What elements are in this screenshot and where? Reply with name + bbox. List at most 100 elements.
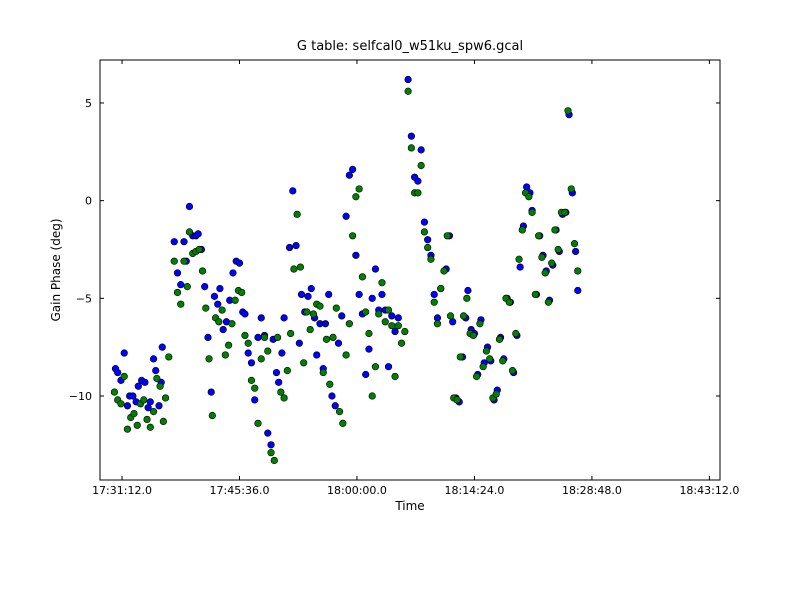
data-point-series-1 bbox=[304, 292, 312, 300]
data-point-series-2 bbox=[198, 267, 207, 275]
data-point-series-2 bbox=[332, 304, 340, 312]
data-point-series-2 bbox=[368, 392, 376, 400]
data-point-series-1 bbox=[342, 212, 350, 220]
data-point-series-2 bbox=[273, 333, 282, 342]
data-point-series-2 bbox=[463, 294, 471, 302]
data-point-series-1 bbox=[572, 247, 580, 256]
data-point-series-2 bbox=[551, 226, 559, 234]
data-point-series-1 bbox=[204, 333, 212, 342]
data-point-series-2 bbox=[326, 380, 334, 388]
data-point-series-1 bbox=[420, 218, 429, 226]
data-point-series-2 bbox=[183, 283, 191, 291]
data-point-series-1 bbox=[404, 75, 412, 84]
data-point-series-1 bbox=[391, 327, 399, 336]
data-point-series-2 bbox=[371, 363, 380, 371]
data-point-series-1 bbox=[349, 165, 357, 173]
data-point-series-2 bbox=[469, 331, 477, 340]
data-point-series-1 bbox=[371, 265, 380, 273]
data-point-series-2 bbox=[316, 302, 324, 310]
data-point-series-2 bbox=[165, 353, 173, 361]
data-point-series-2 bbox=[130, 409, 138, 418]
data-point-series-1 bbox=[173, 269, 182, 277]
data-point-series-2 bbox=[257, 355, 265, 363]
data-point-series-2 bbox=[541, 269, 549, 277]
x-tick-label: 18:28:48.0 bbox=[562, 484, 622, 497]
data-point-series-2 bbox=[358, 273, 367, 281]
data-point-series-2 bbox=[538, 253, 546, 261]
data-point-series-1 bbox=[292, 241, 300, 250]
data-point-series-2 bbox=[512, 329, 520, 338]
data-point-series-2 bbox=[117, 400, 125, 408]
data-point-series-2 bbox=[476, 320, 484, 328]
x-axis-ticks: 17:31:12.0 17:45:36.0 18:00:00.0 18:14:24.0… bbox=[92, 60, 739, 497]
y-tick-label: 0 bbox=[85, 195, 92, 208]
data-point-series-2 bbox=[309, 310, 318, 318]
data-point-series-2 bbox=[495, 335, 504, 343]
data-point-series-2 bbox=[161, 394, 170, 402]
data-point-series-2 bbox=[564, 107, 572, 115]
data-point-series-1 bbox=[244, 349, 252, 357]
data-point-series-1 bbox=[114, 368, 122, 377]
data-point-series-1 bbox=[149, 355, 158, 363]
data-point-series-2 bbox=[456, 353, 464, 361]
data-point-series-1 bbox=[146, 398, 154, 406]
x-tick-label: 18:14:24.0 bbox=[444, 484, 504, 497]
data-point-series-1 bbox=[241, 310, 249, 318]
data-point-series-2 bbox=[296, 263, 305, 271]
data-point-series-2 bbox=[170, 257, 178, 265]
data-point-series-2 bbox=[561, 208, 569, 216]
data-point-series-1 bbox=[516, 263, 524, 271]
data-point-series-2 bbox=[391, 372, 399, 381]
data-point-series-2 bbox=[505, 298, 513, 306]
data-point-series-2 bbox=[231, 296, 239, 304]
data-point-series-2 bbox=[515, 255, 523, 263]
data-point-series-1 bbox=[129, 392, 137, 400]
data-point-series-2 bbox=[567, 185, 575, 193]
data-point-series-1 bbox=[325, 290, 333, 299]
data-point-series-1 bbox=[254, 333, 262, 342]
data-point-series-2 bbox=[300, 359, 308, 367]
data-point-series-2 bbox=[267, 449, 275, 457]
data-point-series-2 bbox=[293, 210, 301, 218]
data-point-series-1 bbox=[120, 349, 128, 357]
x-tick-label: 17:31:12.0 bbox=[92, 484, 152, 497]
x-tick-label: 17:45:36.0 bbox=[210, 484, 270, 497]
data-point-series-2 bbox=[228, 320, 236, 328]
data-point-series-1 bbox=[152, 367, 160, 375]
data-point-series-1 bbox=[424, 236, 432, 244]
data-point-series-2 bbox=[195, 245, 203, 254]
data-point-series-2 bbox=[407, 144, 415, 152]
data-point-series-2 bbox=[123, 425, 132, 433]
data-point-series-2 bbox=[424, 243, 432, 252]
data-point-series-1 bbox=[177, 281, 185, 289]
data-point-series-1 bbox=[229, 269, 237, 277]
data-point-series-1 bbox=[368, 294, 376, 302]
x-tick-label: 18:43:12.0 bbox=[679, 484, 739, 497]
plot-points bbox=[110, 75, 582, 465]
data-point-series-2 bbox=[329, 333, 337, 342]
data-point-series-2 bbox=[404, 87, 412, 95]
data-point-series-1 bbox=[464, 286, 472, 295]
data-point-series-2 bbox=[342, 351, 350, 359]
data-point-series-2 bbox=[345, 320, 353, 328]
data-point-series-1 bbox=[219, 325, 227, 334]
data-point-series-1 bbox=[207, 388, 215, 396]
data-point-series-2 bbox=[518, 226, 526, 234]
data-point-series-2 bbox=[306, 325, 314, 334]
data-point-series-2 bbox=[251, 384, 259, 392]
data-point-series-2 bbox=[225, 341, 233, 349]
data-point-series-2 bbox=[365, 329, 373, 338]
data-point-series-2 bbox=[375, 310, 383, 318]
data-point-series-2 bbox=[110, 388, 119, 396]
data-point-series-1 bbox=[275, 378, 283, 386]
data-point-series-1 bbox=[338, 312, 346, 320]
data-point-series-1 bbox=[285, 243, 294, 252]
data-point-series-1 bbox=[280, 314, 288, 322]
data-point-series-2 bbox=[473, 372, 481, 381]
data-point-series-1 bbox=[289, 187, 297, 195]
data-point-series-1 bbox=[297, 290, 306, 299]
data-point-series-2 bbox=[159, 417, 167, 426]
data-point-series-2 bbox=[143, 415, 151, 424]
data-point-series-2 bbox=[349, 232, 357, 240]
